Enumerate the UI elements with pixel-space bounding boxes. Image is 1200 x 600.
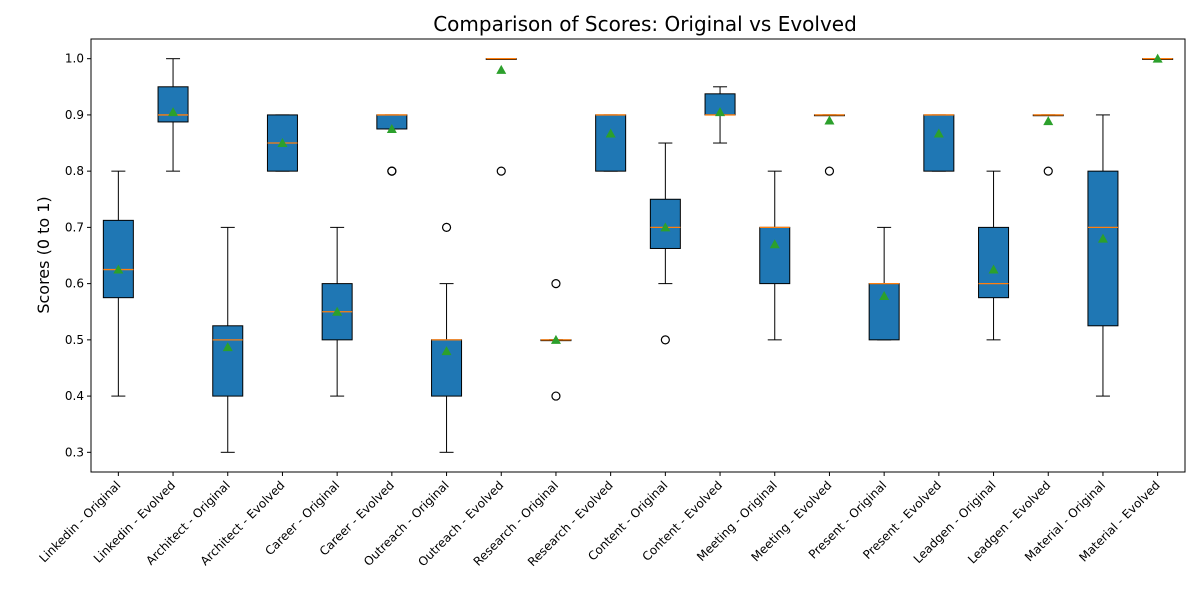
mean-marker <box>824 115 835 125</box>
mean-marker <box>386 123 397 133</box>
y-tick-label: 0.8 <box>65 164 84 178</box>
mean-marker <box>933 128 944 138</box>
box <box>212 325 244 397</box>
mean-marker <box>660 222 671 232</box>
mean-marker <box>113 264 124 274</box>
outlier-point <box>551 391 561 401</box>
chart-title: Comparison of Scores: Original vs Evolve… <box>433 12 857 36</box>
y-tick-label: 0.6 <box>65 277 84 291</box>
outlier-point <box>387 166 397 176</box>
mean-marker <box>168 107 179 117</box>
y-tick-label: 0.7 <box>65 220 84 234</box>
box <box>595 114 627 172</box>
box <box>978 226 1010 299</box>
mean-marker <box>715 107 726 117</box>
outlier-point <box>1043 166 1053 176</box>
outlier-point <box>496 166 506 176</box>
mean-marker <box>605 128 616 138</box>
mean-marker <box>769 239 780 249</box>
y-tick-label: 0.4 <box>65 389 84 403</box>
outlier-point <box>824 166 835 176</box>
plot-frame <box>90 38 1186 473</box>
mean-marker <box>441 346 452 356</box>
y-tick-label: 0.9 <box>65 108 84 122</box>
y-tick-label: 0.5 <box>65 333 84 347</box>
mean-marker <box>1043 116 1054 126</box>
mean-marker <box>222 342 233 352</box>
box <box>157 86 189 123</box>
box <box>923 114 955 172</box>
mean-marker <box>496 64 507 74</box>
mean-marker <box>988 264 999 274</box>
box <box>759 226 791 285</box>
mean-marker <box>1097 233 1108 243</box>
box <box>1087 170 1119 327</box>
mean-marker <box>1152 53 1163 63</box>
y-tick-label: 0.3 <box>65 445 84 459</box>
mean-marker <box>277 138 288 148</box>
y-axis-label: Scores (0 to 1) <box>34 196 53 313</box>
y-tick-label: 1.0 <box>65 52 84 66</box>
box <box>102 219 134 299</box>
mean-marker <box>332 306 343 316</box>
outlier-point <box>441 222 452 232</box>
outlier-point <box>660 335 670 345</box>
mean-marker <box>879 290 890 300</box>
mean-marker <box>550 334 561 344</box>
outlier-point <box>551 279 561 289</box>
